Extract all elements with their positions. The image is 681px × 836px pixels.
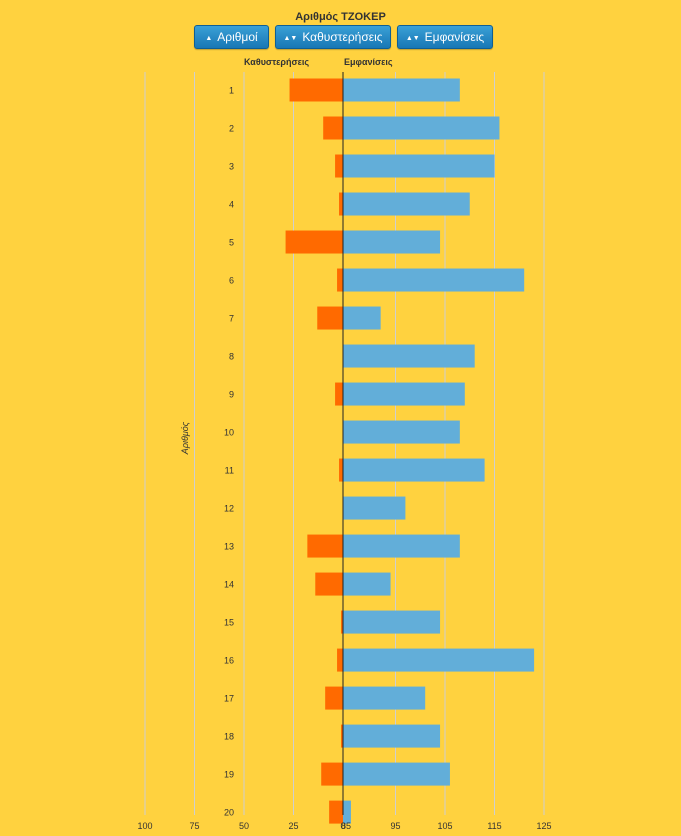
category-label: 13 (224, 542, 234, 552)
x-tick-label: 125 (536, 821, 551, 831)
sort-by-delays-button[interactable]: ▲▼ Καθυστερήσεις (275, 25, 391, 49)
x-tick-label: 25 (288, 821, 298, 831)
x-tick-label: 85 (341, 821, 351, 831)
category-label: 11 (225, 466, 234, 476)
sort-up-icon: ▲ (205, 35, 213, 42)
delay-bar (341, 724, 343, 748)
category-label: 1 (229, 86, 234, 96)
appearance-bar (343, 154, 495, 178)
appearance-bar (343, 762, 450, 786)
category-label: 18 (224, 732, 234, 742)
category-label: 10 (224, 428, 234, 438)
delay-bar (337, 648, 343, 672)
appearance-bar (343, 420, 460, 444)
delay-bar (329, 800, 343, 824)
delay-bar (339, 458, 343, 482)
sort-both-icon: ▲▼ (283, 35, 298, 42)
chart-title: Αριθμός ΤΖΟΚΕΡ (295, 11, 386, 23)
x-tick-label: 115 (487, 821, 501, 831)
category-label: 4 (229, 200, 234, 210)
appearance-bar (343, 534, 460, 558)
x-tick-label: 0 (340, 821, 345, 831)
x-tick-label: 100 (137, 821, 152, 831)
x-tick-label: 50 (239, 821, 249, 831)
delay-bar (285, 230, 343, 254)
appearance-bar (343, 610, 441, 634)
appearance-bar (343, 458, 485, 482)
appearance-bar (343, 800, 351, 824)
x-tick-label: 75 (189, 821, 199, 831)
appearance-bar (343, 230, 441, 254)
appearance-bar (343, 116, 500, 140)
category-label: 15 (224, 618, 234, 628)
category-label: 7 (229, 314, 234, 324)
sort-by-appearances-label: Εμφανίσεις (424, 30, 485, 44)
delay-bar (337, 268, 343, 292)
appearance-bar (343, 268, 525, 292)
category-label: 2 (229, 124, 234, 134)
sort-by-delays-label: Καθυστερήσεις (302, 30, 383, 44)
sort-by-number-button[interactable]: ▲ Αριθμοί (194, 25, 269, 49)
category-label: 12 (224, 504, 234, 514)
delay-bar (317, 306, 343, 330)
category-label: 16 (224, 656, 234, 666)
appearances-header: Εμφανίσεις (344, 57, 393, 67)
delay-bar (321, 762, 343, 786)
sort-by-appearances-button[interactable]: ▲▼ Εμφανίσεις (397, 25, 493, 49)
x-tick-label: 95 (390, 821, 400, 831)
appearance-bar (343, 192, 470, 216)
appearance-bar (343, 382, 465, 406)
appearance-bar (343, 724, 441, 748)
sort-both-icon: ▲▼ (405, 35, 420, 42)
category-label: 5 (229, 238, 234, 248)
category-label: 19 (224, 770, 234, 780)
category-label: 8 (229, 352, 234, 362)
appearance-bar (343, 572, 391, 596)
delays-header: Καθυστερήσεις (244, 57, 310, 67)
delay-bar (289, 78, 343, 102)
category-label: 6 (229, 276, 234, 286)
appearance-bar (343, 686, 426, 710)
category-label: 3 (229, 162, 234, 172)
category-label: 9 (229, 390, 234, 400)
delay-bar (341, 610, 343, 634)
delay-bar (325, 686, 343, 710)
delay-bar (323, 116, 343, 140)
appearance-bar (343, 496, 406, 520)
category-label: 17 (224, 694, 234, 704)
appearance-bar (343, 306, 381, 330)
delay-bar (307, 534, 343, 558)
appearance-bar (343, 78, 460, 102)
x-tick-label: 105 (437, 821, 452, 831)
delay-bar (335, 154, 343, 178)
category-label: 14 (224, 580, 234, 590)
delay-bar (339, 192, 343, 216)
sort-by-number-label: Αριθμοί (217, 30, 258, 44)
category-label: 20 (224, 808, 234, 818)
delay-bar (315, 572, 343, 596)
delay-bar (335, 382, 343, 406)
appearance-bar (343, 344, 475, 368)
appearance-bar (343, 648, 535, 672)
